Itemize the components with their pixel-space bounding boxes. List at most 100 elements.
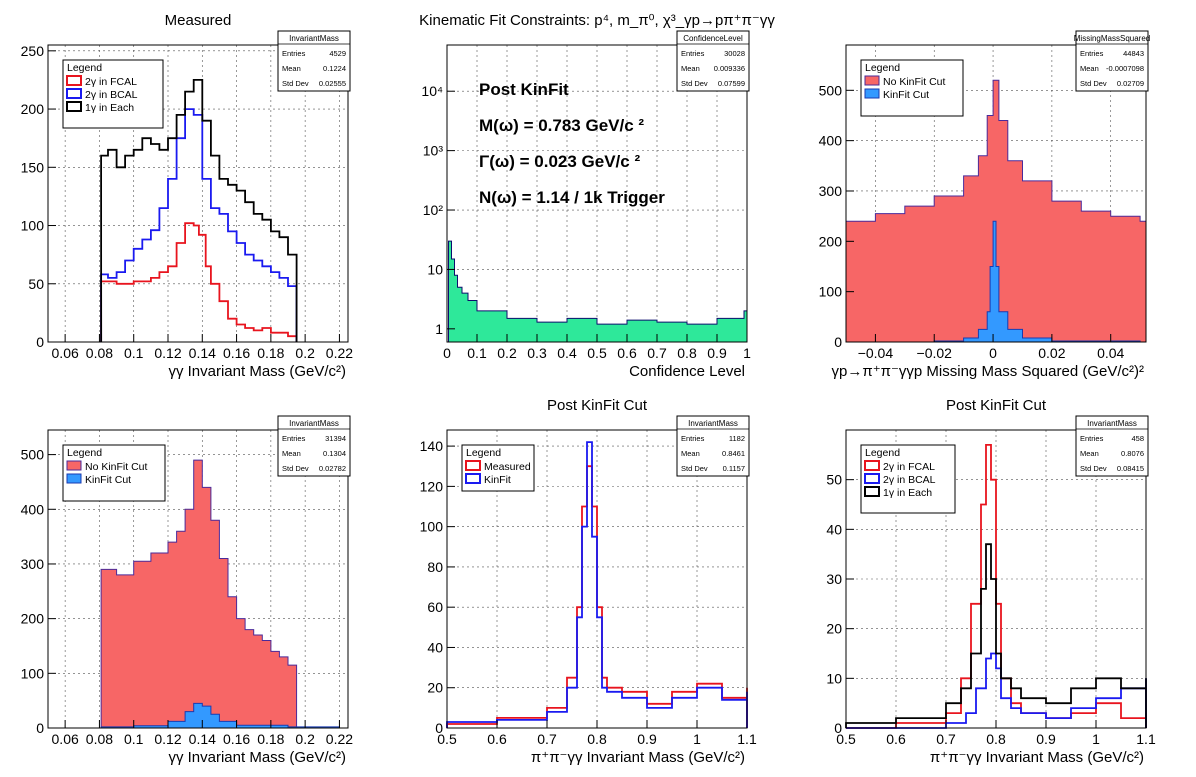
legend-entry: No KinFit Cut: [85, 461, 148, 473]
y-tick-label: 10²: [423, 202, 444, 218]
stats-box: [1075, 415, 1149, 477]
x-tick-label: 0.9: [637, 731, 657, 747]
stats-title: InvariantMass: [1087, 419, 1137, 428]
legend-entry: Measured: [484, 461, 531, 473]
x-tick-label: 0.7: [647, 345, 667, 361]
x-tick-label: 0.4: [557, 345, 577, 361]
y-tick-label: 10⁴: [421, 83, 443, 99]
stats-key: Mean: [282, 449, 301, 458]
x-tick-label: 0.8: [587, 731, 607, 747]
x-tick-label: 0.6: [886, 731, 906, 747]
x-tick-label: 1.1: [737, 731, 757, 747]
stats-value: 0.8076: [1121, 449, 1144, 458]
y-tick-label: 1: [435, 321, 443, 337]
legend-swatch: [864, 88, 880, 99]
x-tick-label: 0.22: [326, 345, 353, 361]
stats-title: InvariantMass: [289, 419, 339, 428]
x-tick-label: 0.8: [677, 345, 697, 361]
x-tick-label: 0.2: [295, 731, 315, 747]
y-tick-label: 60: [427, 599, 443, 615]
x-tick-label: 0.2: [497, 345, 517, 361]
annotation-text: Γ(ω) = 0.023 GeV/c ²: [479, 152, 640, 171]
x-tick-label: 0.16: [223, 731, 250, 747]
stats-key: Std Dev: [1080, 79, 1107, 88]
y-tick-label: 20: [427, 680, 443, 696]
x-tick-label: 0: [989, 345, 997, 361]
legend-entry: KinFit: [484, 474, 511, 486]
x-axis-label: γγ Invariant Mass (GeV/c²): [168, 363, 346, 380]
stats-key: Std Dev: [282, 79, 309, 88]
x-axis-label: π⁺π⁻γγ Invariant Mass (GeV/c²): [531, 749, 745, 766]
legend-title: Legend: [466, 447, 501, 459]
y-tick-label: 40: [427, 639, 443, 655]
x-tick-label: 0.9: [1036, 731, 1056, 747]
x-tick-label: 1: [743, 345, 751, 361]
chart-panel-3: −0.04 −0.02 0 0.02 0.04 0 100 200 300 400 500 γp→π⁺…: [819, 30, 1150, 380]
stats-key: Mean: [681, 64, 700, 73]
y-tick-label: 40: [826, 521, 842, 537]
y-tick-label: 10: [427, 261, 443, 277]
series-1-2: [100, 108, 298, 343]
legend-swatch: [66, 75, 82, 86]
series-1-3: [100, 79, 298, 343]
legend-entry: No KinFit Cut: [883, 76, 946, 88]
x-tick-label: 0.14: [189, 345, 216, 361]
x-tick-label: 0.2: [295, 345, 315, 361]
y-tick-label: 0: [36, 334, 44, 350]
legend-entry: 2γ in BCAL: [85, 89, 138, 101]
legend-entry: 1γ in Each: [85, 102, 134, 114]
y-tick-label: 100: [21, 665, 45, 681]
y-tick-label: 500: [819, 82, 843, 98]
legend-title: Legend: [865, 62, 900, 74]
y-tick-label: 30: [826, 571, 842, 587]
legend-entry: KinFit Cut: [85, 474, 131, 486]
y-tick-label: 0: [834, 334, 842, 350]
stats-key: Std Dev: [681, 79, 708, 88]
stats-box: [277, 415, 351, 477]
chart-title: Measured: [165, 12, 232, 29]
y-tick-label: 500: [21, 447, 45, 463]
x-tick-label: 0.18: [257, 345, 284, 361]
x-tick-label: 0.1: [124, 345, 144, 361]
stats-value: 4529: [329, 49, 346, 58]
stats-title: InvariantMass: [688, 419, 738, 428]
x-tick-label: 0.7: [936, 731, 956, 747]
y-tick-label: 0: [435, 720, 443, 736]
legend-entry: 1γ in Each: [883, 487, 932, 499]
stats-key: Std Dev: [282, 464, 309, 473]
y-tick-label: 300: [21, 556, 45, 572]
stats-title: InvariantMass: [289, 34, 339, 43]
legend-swatch: [864, 75, 880, 86]
legend-swatch: [66, 473, 82, 484]
plot-frame: [47, 429, 349, 729]
stats-key: Mean: [282, 64, 301, 73]
y-tick-label: 140: [420, 438, 444, 454]
chart-title: Kinematic Fit Constraints: p⁴, m_π⁰, χ³_…: [419, 12, 775, 29]
x-tick-label: 0.5: [437, 731, 457, 747]
y-tick-label: 200: [21, 101, 45, 117]
chart-panel-4: 0.06 0.08 0.1 0.12 0.14 0.16 0.18 0.2 0.22 0 100 20…: [21, 415, 353, 766]
y-tick-label: 20: [826, 621, 842, 637]
x-tick-label: −0.02: [917, 345, 953, 361]
stats-value: 0.07599: [718, 79, 745, 88]
chart-panel-6: 0.5 0.6 0.7 0.8 0.9 1 1.1 0 10 20 30 40 50 π⁺π⁻γγ Inv…: [826, 397, 1156, 766]
stats-box: [1075, 30, 1149, 92]
stats-value: 0.02709: [1117, 79, 1144, 88]
y-tick-label: 50: [826, 472, 842, 488]
stats-value: 0.08415: [1117, 464, 1144, 473]
x-tick-label: 0.18: [257, 731, 284, 747]
y-tick-label: 120: [420, 478, 444, 494]
legend-swatch: [66, 460, 82, 471]
x-tick-label: 1: [1092, 731, 1100, 747]
legend-box: [860, 59, 964, 117]
stats-box: [676, 415, 750, 477]
x-tick-label: 0.12: [154, 345, 181, 361]
legend-title: Legend: [67, 62, 102, 74]
legend-swatch: [66, 88, 82, 99]
legend-entry: 2γ in BCAL: [883, 474, 936, 486]
chart-panel-1: 0.06 0.08 0.1 0.12 0.14 0.16 0.18 0.2 0.22 0 50 100…: [21, 12, 354, 380]
y-tick-label: 80: [427, 559, 443, 575]
y-tick-label: 100: [819, 284, 843, 300]
x-axis-label: Confidence Level: [629, 363, 745, 380]
